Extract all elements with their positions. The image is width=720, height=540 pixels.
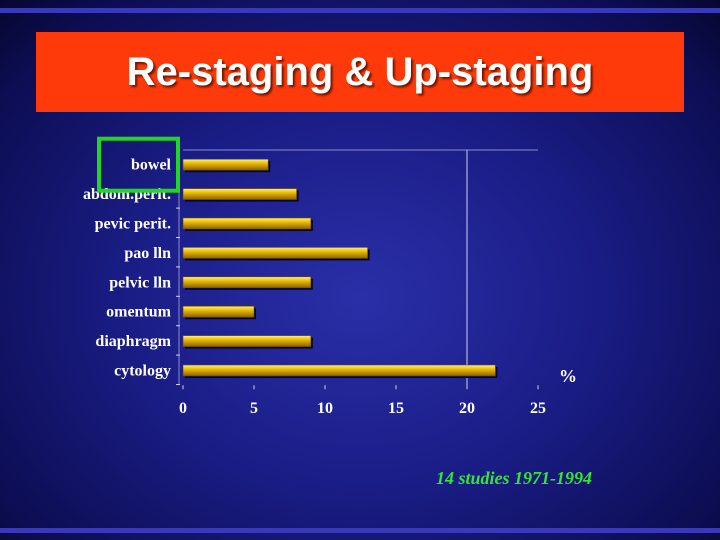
category-label: diaphragm — [95, 333, 171, 350]
category-label: cytology — [114, 363, 171, 380]
x-tick-label: 0 — [179, 400, 187, 417]
bottom-rule — [0, 528, 720, 533]
slide-title: Re-staging & Up-staging — [126, 49, 594, 94]
x-tick-label: 15 — [388, 400, 404, 417]
bar-bowel — [182, 158, 269, 171]
footnote: 14 studies 1971-1994 — [436, 468, 593, 488]
bar-cytology — [182, 364, 496, 377]
bar-pao-lln — [182, 247, 368, 259]
category-label: pao lln — [124, 245, 171, 262]
category-label: abdom.perit. — [83, 186, 171, 203]
bar-abdom-perit- — [182, 188, 297, 200]
x-tick-label: 20 — [459, 400, 475, 417]
x-tick-label: 25 — [530, 400, 546, 417]
bar-pevic-perit- — [182, 217, 312, 230]
bar-pelvic-lln — [182, 276, 312, 289]
x-tick-label: 5 — [250, 400, 258, 417]
highlight-box — [97, 136, 180, 193]
top-rule — [0, 8, 720, 13]
category-label: pelvic lln — [109, 274, 171, 291]
x-axis-unit-label: % — [559, 366, 577, 386]
category-label: bowel — [131, 157, 172, 174]
category-label: pevic perit. — [95, 216, 171, 233]
title-banner: Re-staging & Up-staging — [36, 32, 684, 112]
bar-omentum — [182, 305, 255, 318]
category-label: omentum — [106, 304, 172, 321]
bar-diaphragm — [182, 335, 312, 347]
x-tick-label: 10 — [317, 400, 333, 417]
